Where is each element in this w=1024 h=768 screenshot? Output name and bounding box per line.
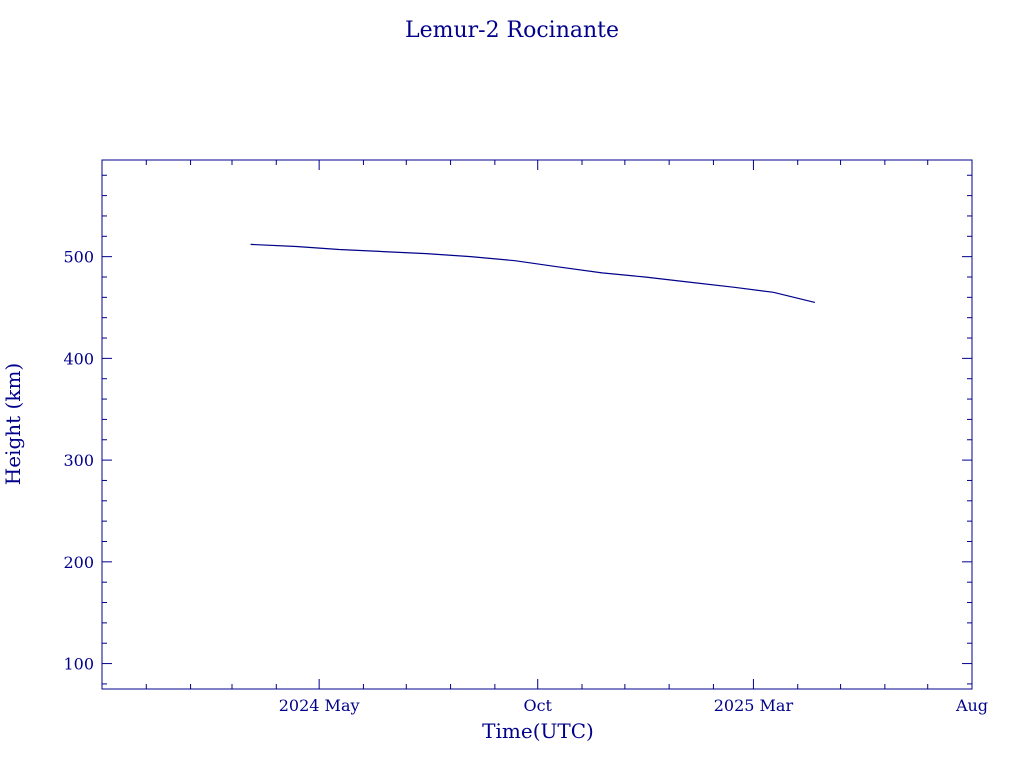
x-tick-label: Oct (523, 696, 552, 715)
x-axis: 2024 May Oct 2025 Mar Aug (145, 160, 988, 715)
y-tick-label: 100 (63, 655, 94, 674)
chart-title: Lemur-2 Rocinante (405, 18, 619, 43)
series-layer (250, 243, 816, 303)
y-axis-title: Height (km) (1, 363, 25, 485)
y-tick-label: 400 (63, 349, 94, 368)
y-tick-label: 200 (63, 553, 94, 572)
plot-frame (101, 159, 973, 690)
y-axis: 100 200 300 400 500 (63, 174, 972, 685)
x-tick-label: Aug (955, 696, 988, 715)
x-tick-label: 2025 Mar (714, 696, 794, 715)
y-tick-label: 300 (63, 451, 94, 470)
x-tick-label: 2024 May (279, 696, 360, 715)
x-axis-title: Time(UTC) (482, 719, 594, 743)
series-line (250, 243, 816, 303)
y-tick-label: 500 (63, 248, 94, 267)
